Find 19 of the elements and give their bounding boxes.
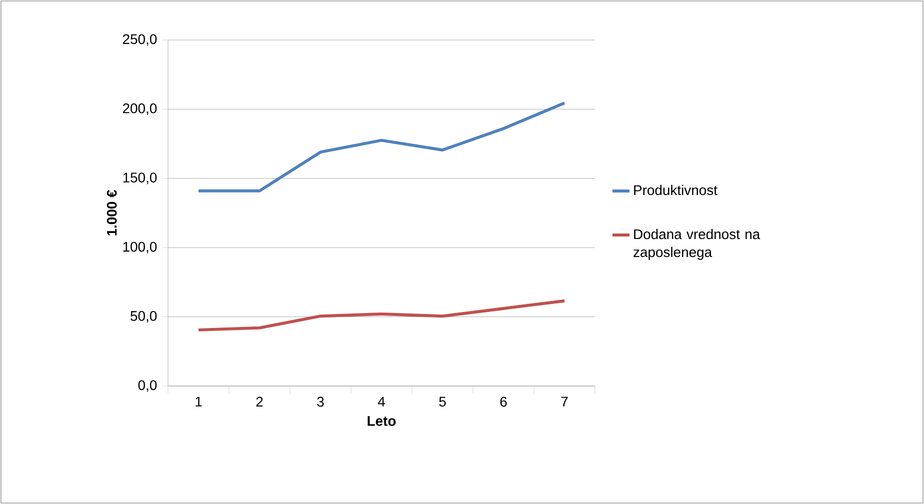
x-tick-label: 3: [317, 396, 324, 407]
x-tick-label: 1: [196, 396, 202, 406]
y-tick-label: 150,0: [123, 172, 157, 184]
y-tick-label: 200,0: [122, 103, 157, 115]
x-tick-label: 5: [439, 396, 446, 407]
y-tick-label: 100,0: [123, 242, 157, 254]
y-tick-label: 0,0: [138, 380, 157, 392]
line-series: [197, 101, 566, 192]
x-tick-label: 6: [500, 396, 507, 407]
legend-label: Produktivnost: [634, 184, 718, 196]
x-tick-label: 7: [561, 396, 568, 406]
x-tick-label: 4: [378, 396, 385, 406]
legend-label: Dodana vrednost na zaposlenega: [634, 228, 760, 260]
x-axis-title: Leto: [368, 416, 396, 426]
x-tick-label: 2: [256, 396, 263, 407]
y-axis-title: 1.000 €: [106, 190, 117, 236]
y-tick-label: 50,0: [130, 311, 157, 323]
y-tick-label: 250,0: [122, 34, 157, 46]
line-series: [197, 299, 566, 332]
